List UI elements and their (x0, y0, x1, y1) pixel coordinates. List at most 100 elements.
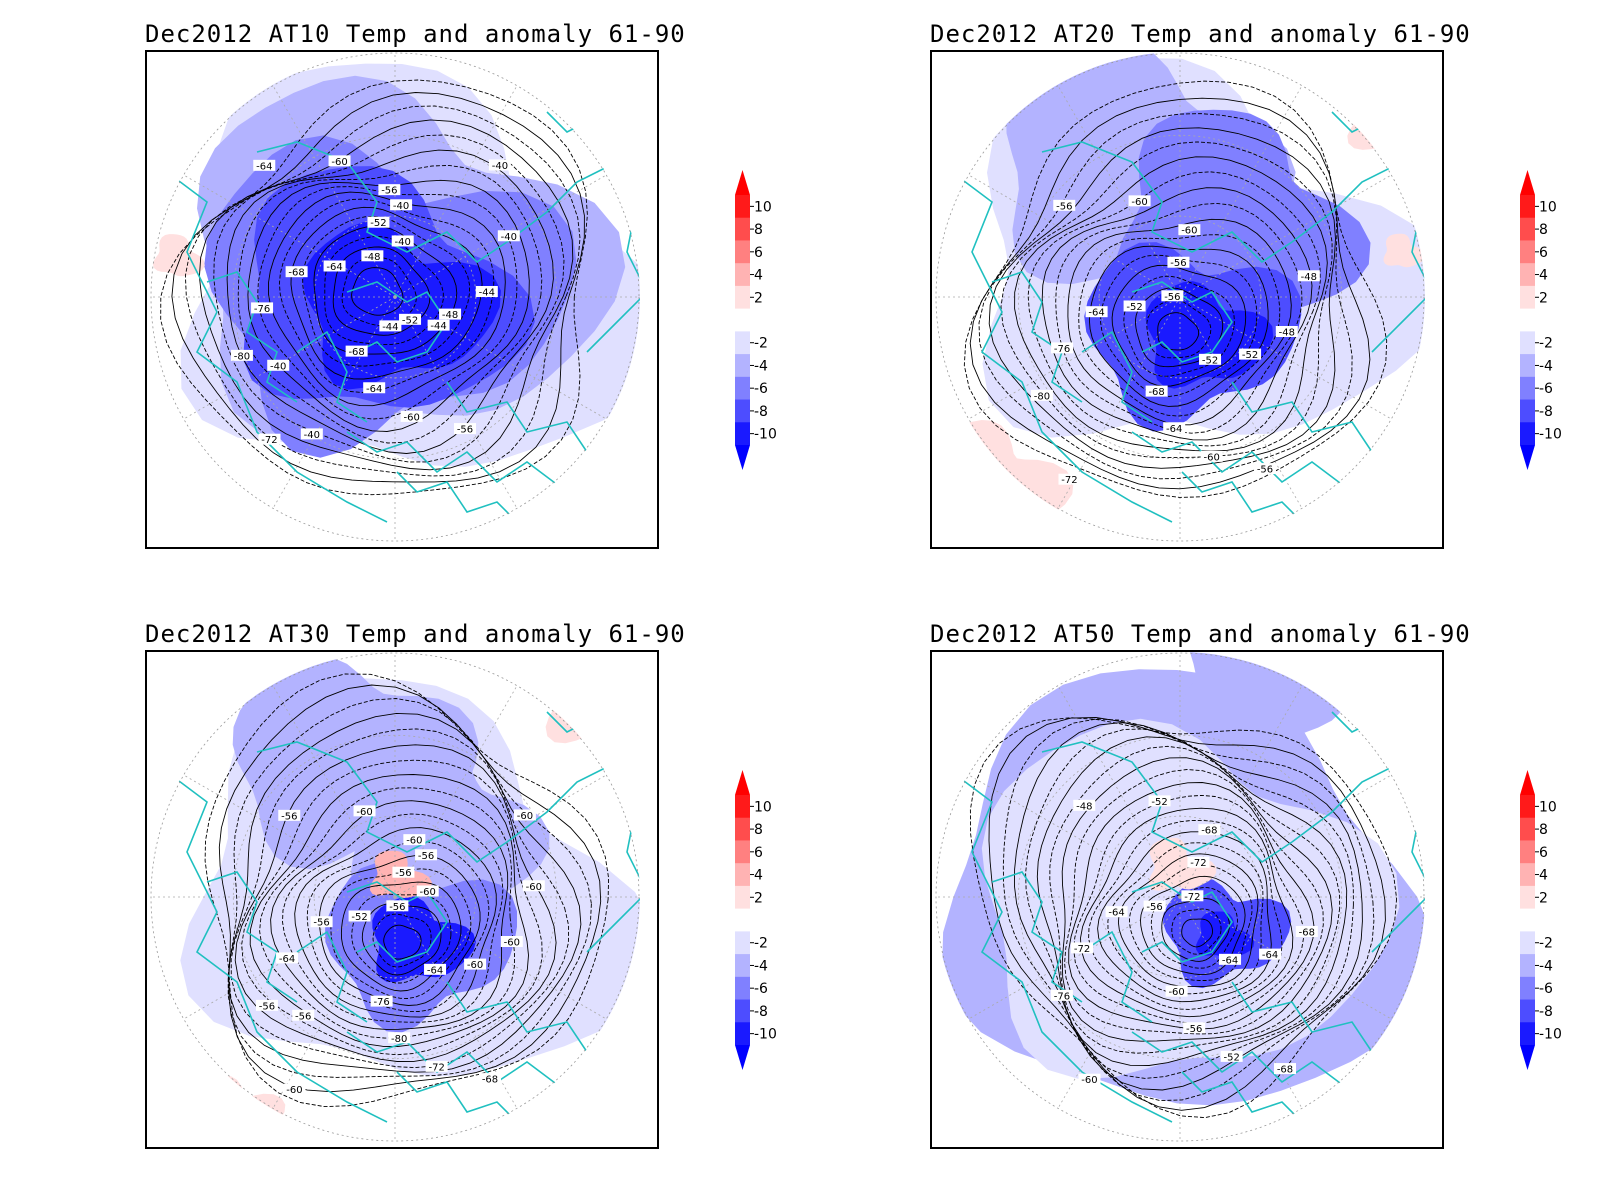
temperature-contour (227, 698, 592, 1078)
contour-label-text: -72 (261, 435, 277, 446)
temperature-contour (1068, 782, 1315, 1030)
contour-label-text: -56 (1056, 201, 1072, 212)
contour-label: -52 (1123, 300, 1146, 313)
colorbar-tick-label: 8 (754, 222, 763, 238)
temperature-contour (198, 119, 574, 471)
contour-label: -56 (454, 423, 477, 436)
contour-label-text: -68 (1201, 826, 1217, 837)
temperature-contour (1073, 794, 1305, 1024)
contour-label-text: -52 (1202, 355, 1218, 366)
contour-label-bg (1199, 353, 1222, 365)
coastline (1181, 471, 1313, 533)
temperature-contour (241, 759, 543, 1056)
meridian-line (967, 174, 1181, 298)
coastline (1131, 881, 1233, 963)
contour-label-text: -56 (395, 868, 411, 879)
colorbar-segment (1520, 817, 1535, 841)
temperature-contour (1129, 864, 1253, 981)
contour-label: -64 (1219, 953, 1242, 966)
contour-label-text: -52 (1151, 797, 1167, 808)
contour-label: -60 (1128, 195, 1151, 208)
colorbar-tick-label: -6 (754, 381, 768, 397)
map-layer (150, 652, 640, 1142)
temperature-contour (282, 813, 504, 1023)
contour-label-bg (1239, 348, 1262, 360)
colorbar-tick-label: 10 (754, 799, 772, 815)
polar-map: -56 -56 -60 -60 -56 -52 -64 -76 -80 -72 -68 -64 -60 -… (930, 50, 1444, 549)
contour-label-text: -56 (418, 851, 434, 862)
contour-label: -80 (1030, 389, 1053, 402)
contour-label-bg (267, 359, 290, 371)
contour-label-text: -64 (1108, 908, 1124, 919)
colorbar-tick-label: 4 (1539, 868, 1548, 884)
meridian-line (394, 296, 518, 510)
contour-label: -76 (1050, 989, 1073, 1002)
contour-label: -40 (390, 199, 413, 212)
contour-label: -64 (253, 159, 276, 172)
meridian-line (394, 774, 608, 898)
meridian-line (1179, 774, 1393, 898)
contour-label-text: -64 (427, 965, 443, 976)
contour-label-bg (415, 849, 438, 861)
temperature-contour (1181, 918, 1213, 948)
contour-label: -52 (348, 910, 371, 923)
contour-label-text: -68 (1148, 387, 1164, 398)
colorbar: 10 8 6 4 2 -2 -4 -6 -8 -10 (1520, 170, 1562, 470)
temperature-contour (1117, 853, 1259, 988)
contour-label: -52 (1148, 795, 1171, 808)
contour-label: -68 (1274, 1063, 1297, 1076)
colorbar-segment (735, 999, 750, 1023)
contour-label-text: -56 (1170, 258, 1186, 269)
anomaly-shade-warm (1383, 233, 1425, 268)
contour-label-bg (345, 345, 368, 357)
coastline (951, 771, 1173, 1123)
meridian-line (182, 774, 396, 898)
colorbar-segment (1520, 195, 1535, 219)
contour-label-bg (1143, 900, 1166, 912)
temperature-contour (1150, 887, 1238, 969)
meridian-line (1179, 296, 1303, 510)
colorbar-tick-label: -8 (1539, 1004, 1553, 1020)
colorbar-tick-label: -2 (754, 336, 768, 352)
map-svg: -72 -72 -68 -52 -48 -56 -64 -72 -76 -60 -60 -56 -52 -… (935, 652, 1425, 1142)
contour-label-text: -56 (457, 425, 473, 436)
contour-label-bg (400, 410, 423, 422)
contour-label: -56 (1167, 256, 1190, 269)
map-svg: -56 -56 -60 -60 -56 -52 -64 -76 -80 -72 -68 -64 -60 -… (935, 52, 1425, 542)
temperature-contour (213, 134, 565, 463)
colorbar-segment (735, 908, 750, 932)
contour-label-bg (1297, 270, 1320, 282)
contour-label-bg (388, 1032, 411, 1044)
contour-label: -60 (1078, 1073, 1101, 1086)
panel-at10: Dec2012 AT10 Temp and anomaly 61-90 -48-… (145, 20, 925, 580)
contour-label-bg (1073, 799, 1096, 811)
contour-label-bg (454, 423, 477, 435)
colorbar-segment (1520, 1022, 1535, 1046)
contour-label-text: -64 (366, 384, 382, 395)
colorbar-segment (735, 263, 750, 287)
temperature-contour (257, 186, 518, 420)
contour-label: -44 (379, 320, 402, 333)
colorbar-under-arrow (735, 445, 750, 470)
coastline (256, 741, 508, 864)
temperature-contour (1067, 218, 1292, 426)
contour-label-text: -48 (1279, 328, 1295, 339)
contour-label-text: -60 (467, 960, 483, 971)
contour-label-text: -68 (482, 1075, 498, 1086)
contour-label-text: -80 (1034, 391, 1050, 402)
contour-label: -80 (230, 349, 253, 362)
map-boundary (935, 52, 1425, 542)
temperature-contour (218, 684, 602, 1093)
meridian-line (182, 174, 396, 298)
colorbar-segment (735, 840, 750, 864)
meridian-line (394, 296, 608, 420)
colorbar-segment (1520, 376, 1535, 401)
contour-label-text: -68 (348, 347, 364, 358)
temperature-contour (383, 924, 422, 960)
contour-label: -56 (386, 900, 409, 913)
anomaly-shade (1178, 652, 1347, 741)
colorbar-tick-label: -6 (754, 981, 768, 997)
contour-label: -60 (464, 958, 487, 971)
contour-label: -60 (522, 880, 545, 893)
contour-label-bg (276, 952, 299, 964)
